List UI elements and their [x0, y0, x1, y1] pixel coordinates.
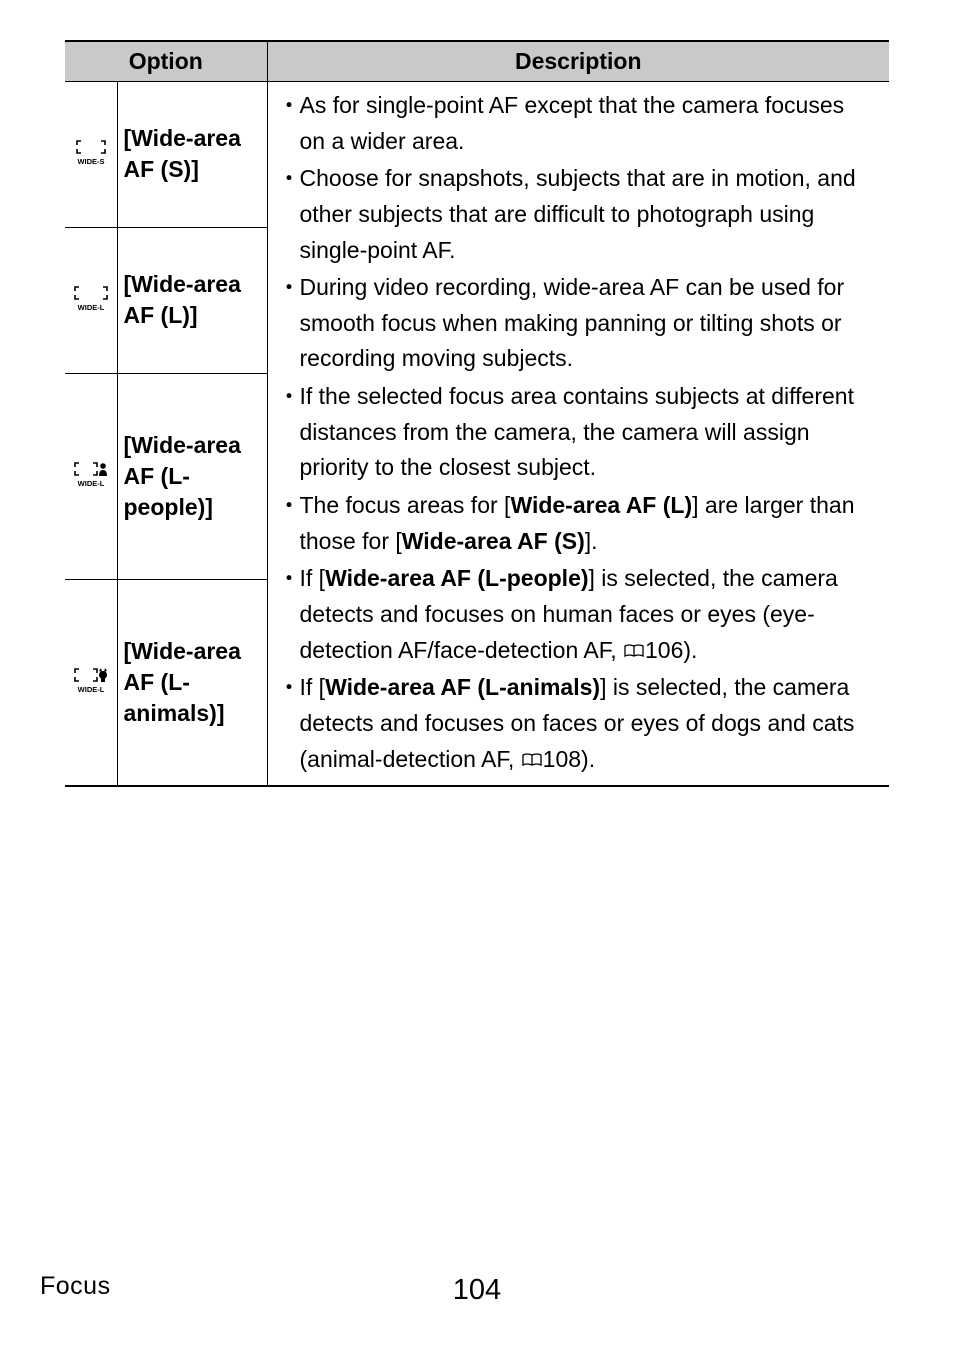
bullet-item: Choose for snapshots, subjects that are … [282, 161, 876, 268]
svg-text:WIDE-S: WIDE-S [77, 157, 104, 165]
bracket-close: ] [190, 302, 198, 328]
bullet-item: During video recording, wide-area AF can… [282, 270, 876, 377]
header-option: Option [65, 41, 267, 82]
option-name: Wide-area AF (L-people) [124, 432, 241, 520]
description-list: As for single-point AF except that the c… [282, 88, 876, 777]
af-icon-wide-l: WIDE-L [65, 227, 117, 373]
bullet-item: As for single-point AF except that the c… [282, 88, 876, 159]
af-mode-table: Option Description WIDE-S [Wide-area AF … [65, 40, 889, 787]
bold-text: Wide-area AF (S) [402, 528, 585, 554]
svg-text:WIDE-L: WIDE-L [77, 303, 104, 311]
table-row: WIDE-S [Wide-area AF (S)] As for single-… [65, 82, 889, 228]
text: The focus areas for [ [300, 492, 511, 518]
book-icon [521, 753, 543, 768]
bracket-close: ] [191, 156, 199, 182]
text: If [ [300, 674, 326, 700]
bullet-item: The focus areas for [Wide-area AF (L)] a… [282, 488, 876, 559]
description-cell: As for single-point AF except that the c… [267, 82, 889, 787]
svg-text:WIDE-L: WIDE-L [77, 685, 104, 693]
option-label-wide-s: [Wide-area AF (S)] [117, 82, 267, 228]
header-description: Description [267, 41, 889, 82]
text: ]. [585, 528, 598, 554]
bullet-item: If [Wide-area AF (L-people)] is selected… [282, 561, 876, 668]
bullet-item: If the selected focus area contains subj… [282, 379, 876, 486]
bracket-close: ] [217, 700, 225, 726]
af-icon-wide-l-people: WIDE-L [65, 373, 117, 579]
option-name: Wide-area AF (L) [124, 271, 241, 328]
option-label-wide-l: [Wide-area AF (L)] [117, 227, 267, 373]
bold-text: Wide-area AF (L) [510, 492, 692, 518]
bold-text: Wide-area AF (L-people) [325, 565, 588, 591]
page: Option Description WIDE-S [Wide-area AF … [0, 0, 954, 1345]
page-number: 104 [0, 1274, 954, 1307]
af-icon-wide-l-animals: WIDE-L [65, 579, 117, 786]
book-icon [623, 644, 645, 659]
option-name: Wide-area AF (S) [124, 125, 241, 182]
option-label-wide-l-animals: [Wide-area AF (L-animals)] [117, 579, 267, 786]
bullet-item: If [Wide-area AF (L-animals)] is selecte… [282, 670, 876, 777]
bold-text: Wide-area AF (L-animals) [325, 674, 600, 700]
text: If [ [300, 565, 326, 591]
option-label-wide-l-people: [Wide-area AF (L-people)] [117, 373, 267, 579]
bracket-close: ] [205, 494, 213, 520]
page-ref: 108). [543, 746, 595, 772]
svg-text:WIDE-L: WIDE-L [77, 479, 104, 487]
af-icon-wide-s: WIDE-S [65, 82, 117, 228]
page-ref: 106). [645, 637, 697, 663]
